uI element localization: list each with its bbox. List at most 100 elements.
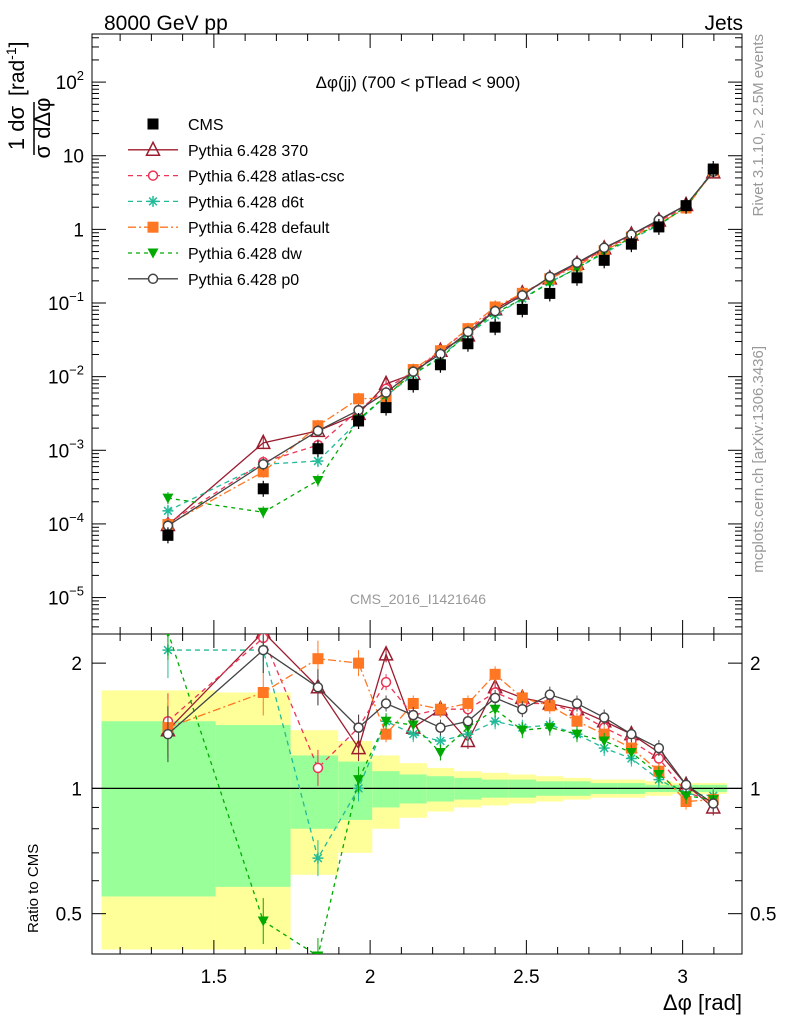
legend-marker xyxy=(147,170,159,181)
top-series-marker xyxy=(258,459,269,470)
top-series-marker xyxy=(380,387,392,398)
mcplots-label: mcplots.cern.ch [arXiv:1306.3436] xyxy=(750,346,767,573)
top-series-marker xyxy=(257,466,269,478)
header-jets: Jets xyxy=(704,12,743,35)
legend-marker xyxy=(147,273,159,285)
ratio-series-marker xyxy=(434,747,446,758)
top-series-marker-stroke xyxy=(163,506,173,516)
ylabel-numerator: 1 dσ xyxy=(4,106,29,151)
y-tick-label-exp: −2 xyxy=(69,363,84,378)
band-inner xyxy=(101,721,216,897)
ratio-series-marker xyxy=(462,716,474,727)
ratio-series-marker xyxy=(489,704,501,715)
cms-point xyxy=(462,338,474,350)
y-tick-label-base: 10 xyxy=(48,368,69,389)
top-series-marker xyxy=(162,493,174,504)
top-series-marker xyxy=(544,271,556,283)
ratio-series-marker xyxy=(626,728,637,740)
y-tick-label-base: 10 xyxy=(48,589,69,610)
top-series-marker xyxy=(162,505,174,517)
ratio-series-marker xyxy=(380,728,392,740)
ratio-series-marker xyxy=(516,725,528,736)
legend-label: Pythia 6.428 atlas-csc xyxy=(188,169,345,186)
ratio-series-marker xyxy=(312,653,324,665)
top-series-marker-stroke xyxy=(313,456,323,466)
ratio-series-marker xyxy=(680,779,692,791)
ylabel-denominator: σ dΔφ xyxy=(30,98,55,159)
ratio-series-marker xyxy=(598,736,610,747)
top-series-marker xyxy=(408,366,419,377)
legend-marker-stroke xyxy=(148,197,158,206)
ratio-series-marker xyxy=(312,762,324,774)
ratio-series-marker xyxy=(653,770,665,781)
legend-label: Pythia 6.428 default xyxy=(188,220,330,237)
y-tick-label-top: 10 xyxy=(63,147,84,168)
x-tick-label: 3 xyxy=(677,967,688,988)
top-series-line xyxy=(167,170,714,524)
ratio-series-marker xyxy=(516,692,528,704)
ratio-series-marker xyxy=(380,698,392,709)
cms-point xyxy=(625,238,637,250)
y-tick-label-bottom-left: 0.5 xyxy=(56,905,82,926)
top-series-line xyxy=(167,170,714,513)
top-series-marker xyxy=(517,290,528,301)
y-tick-label-top: 10−1 xyxy=(48,289,84,315)
ratio-series-marker-stroke xyxy=(436,736,445,746)
rivet-label: Rivet 3.1.10, ≥ 2.5M events xyxy=(750,34,767,217)
ratio-series-marker xyxy=(544,723,556,734)
x-tick-label: 2 xyxy=(365,967,376,988)
watermark: CMS_2016_I1421646 xyxy=(350,591,486,607)
ratio-series-marker xyxy=(434,703,446,715)
y-tick-label-base: 10 xyxy=(48,294,69,315)
ylabel-unit-exp: -1 xyxy=(3,47,19,60)
legend-marker xyxy=(145,140,161,157)
ratio-series-marker xyxy=(489,668,501,680)
y-tick-label-exp: −3 xyxy=(69,436,84,451)
top-series-marker xyxy=(353,393,365,405)
ratio-series-marker xyxy=(408,709,419,721)
ratio-series-marker-stroke xyxy=(313,853,323,863)
ratio-series-marker xyxy=(162,728,174,740)
ratio-series-marker xyxy=(708,798,719,809)
y-tick-label-bottom-left: 1 xyxy=(71,779,82,800)
ratio-series-marker xyxy=(544,689,556,700)
ratio-series-marker xyxy=(353,775,365,786)
cms-point xyxy=(257,483,269,495)
top-series-marker xyxy=(255,433,271,450)
y-axis-label-top: 1 dσ σ dΔφ [rad-1] xyxy=(3,42,55,159)
top-series-marker xyxy=(312,425,324,437)
cms-point xyxy=(162,529,174,541)
ratio-series-marker xyxy=(434,735,446,747)
ylabel-unit-base: [rad xyxy=(6,60,29,96)
ratio-series-marker xyxy=(680,791,692,802)
y-tick-label-exp: −1 xyxy=(69,289,84,304)
top-series-marker xyxy=(489,305,501,317)
y-tick-label-top: 10−4 xyxy=(48,510,84,536)
y-tick-label-top: 10−3 xyxy=(48,436,84,462)
cms-point xyxy=(312,443,324,455)
ratio-series-marker xyxy=(653,742,665,754)
y-tick-label-top: 10−5 xyxy=(48,584,84,610)
y-tick-label-top: 1 xyxy=(73,220,84,241)
x-tick-label: 1.5 xyxy=(201,967,227,988)
cms-point xyxy=(489,321,501,333)
chart-title: Δφ(jj) (700 < pTlead < 900) xyxy=(316,73,521,92)
y-tick-label-exp: −4 xyxy=(69,510,84,525)
legend-marker xyxy=(147,221,159,233)
data-marks xyxy=(160,634,721,954)
legend-marker xyxy=(147,248,159,259)
legend-label: Pythia 6.428 dw xyxy=(188,246,302,263)
x-axis-label: Δφ [rad] xyxy=(663,990,742,1015)
legend-marker xyxy=(147,118,159,130)
ratio-series-marker xyxy=(489,692,501,704)
y-tick-label-top: 10−2 xyxy=(48,363,84,389)
ratio-series-marker xyxy=(353,722,364,733)
y-tick-label-base: 10 xyxy=(56,73,77,94)
cms-point xyxy=(407,379,419,391)
y-tick-label-top: 102 xyxy=(56,68,84,94)
y-tick-label-base: 10 xyxy=(48,441,69,462)
ratio-series-marker xyxy=(517,703,528,715)
ratio-series-marker xyxy=(571,698,583,709)
